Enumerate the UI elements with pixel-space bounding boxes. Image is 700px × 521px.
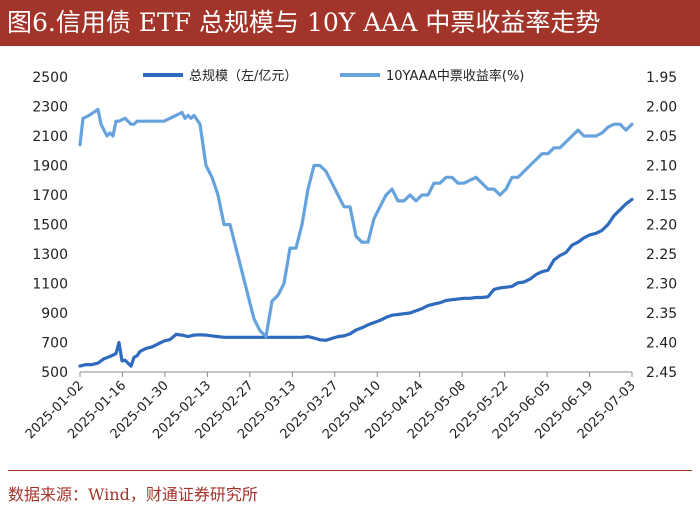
series-line-yield <box>78 107 634 339</box>
y-left-tick-label: 1100 <box>32 277 68 293</box>
y-left-tick-label: 1700 <box>32 188 68 204</box>
right-axis: 1.95 2.00 2.05 2.10 2.15 2.20 2.25 2.30 2.35 2.40… <box>646 70 677 381</box>
y-right-tick-label: 2.05 <box>646 129 677 145</box>
series-line-scale <box>78 197 634 368</box>
page-title: 图6.信用债 ETF 总规模与 10Y AAA 中票收益率走势 <box>7 8 601 37</box>
footer-divider <box>8 470 692 471</box>
y-right-tick-label: 2.40 <box>646 336 677 352</box>
y-right-tick-label: 2.30 <box>646 277 677 293</box>
y-right-tick-label: 2.15 <box>646 188 677 204</box>
chart: 500 700 900 1100 1300 1500 1700 1900 2100 2300 250… <box>23 68 677 442</box>
y-left-tick-label: 1900 <box>32 159 68 175</box>
y-right-tick-label: 2.45 <box>646 365 677 381</box>
source-note: 数据来源：Wind，财通证券研究所 <box>8 485 258 504</box>
y-left-tick-label: 900 <box>41 306 68 322</box>
x-axis: 2025-01-022025-01-162025-01-302025-02-13… <box>23 371 639 442</box>
y-right-tick-label: 2.10 <box>646 159 677 175</box>
y-left-tick-label: 2300 <box>32 100 68 116</box>
y-left-tick-label: 500 <box>41 365 68 381</box>
y-left-tick-label: 1500 <box>32 218 68 234</box>
y-right-tick-label: 2.25 <box>646 247 677 263</box>
y-left-tick-label: 2100 <box>32 129 68 145</box>
y-right-tick-label: 2.35 <box>646 306 677 322</box>
legend: 总规模（左/亿元） 10YAAA中票收益率(%) <box>143 68 524 84</box>
legend-item-scale-label: 总规模（左/亿元） <box>189 69 297 84</box>
y-right-tick-label: 2.00 <box>646 100 677 116</box>
y-left-tick-label: 700 <box>41 336 68 352</box>
series-layer <box>78 107 634 368</box>
y-left-tick-label: 2500 <box>32 70 68 86</box>
title-bar: 图6.信用债 ETF 总规模与 10Y AAA 中票收益率走势 <box>0 0 700 46</box>
left-axis: 500 700 900 1100 1300 1500 1700 1900 2100 2300 250… <box>32 70 68 381</box>
y-right-tick-label: 2.20 <box>646 218 677 234</box>
y-right-tick-label: 1.95 <box>646 70 677 86</box>
legend-item-yield-label: 10YAAA中票收益率(%) <box>386 68 524 84</box>
y-left-tick-label: 1300 <box>32 247 68 263</box>
